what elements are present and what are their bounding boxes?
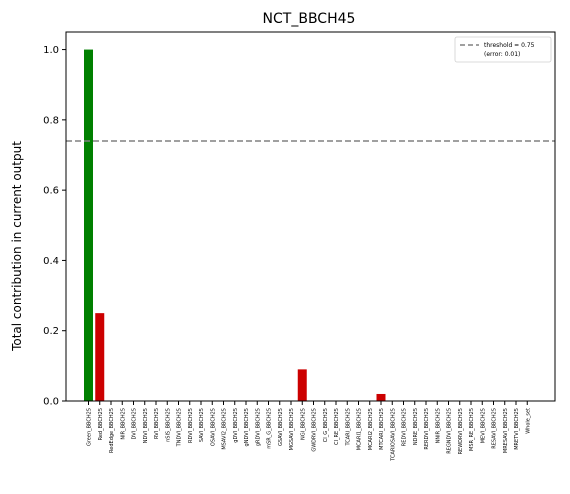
legend: threshold = 0.75 (error: 0.01) <box>454 36 552 63</box>
x-tick-label: MTCARI_BBCH25 <box>379 408 385 450</box>
x-tick-label: MSAVI2_BBCH25 <box>222 408 228 450</box>
legend-box <box>454 36 552 63</box>
x-tick-label: CI_RE_BBCH25 <box>334 408 340 445</box>
x-tick-label: NDVI_BBCH25 <box>143 408 149 443</box>
x-tick-label: DVI_BBCH25 <box>132 408 138 440</box>
x-tick-label: REGNDVI_BBCH25 <box>447 408 453 454</box>
x-tick-label: RESAVI_BBCH25 <box>492 408 498 449</box>
x-axis: Green_BBCH25 Red_BBCH25 RedEdge_BBCH25 NIR_… <box>87 401 531 462</box>
x-tick-label: NGI_BBCH25 <box>300 408 306 440</box>
x-tick-label: TCARIOSAVI_BBCH25 <box>390 408 396 462</box>
x-tick-label: MRETVI_BBCH25 <box>514 408 520 450</box>
x-tick-label: MSR_RE_BBCH25 <box>469 408 475 451</box>
x-tick-label: GWDRVI_BBCH25 <box>312 408 318 452</box>
x-tick-label: SAVI_BBCH25 <box>199 408 205 442</box>
y-tick-label: 1.0 <box>43 45 59 56</box>
x-tick-label: gNDVI_BBCH25 <box>244 408 250 446</box>
y-axis-label: Total contribution in current output <box>10 141 24 352</box>
chart-title: NCT_BBCH45 <box>263 11 356 27</box>
bar-MTCARI_BBCH25 <box>376 393 386 401</box>
x-tick-label: NNIR_BBCH25 <box>435 408 441 443</box>
legend-threshold-label: threshold = 0.75 <box>484 42 535 49</box>
x-tick-label: NIR_BBCH25 <box>120 408 126 440</box>
x-tick-label: REWDRVI_BBCH25 <box>458 408 464 454</box>
x-tick-label: nSIS_BBCH25 <box>165 408 171 442</box>
x-tick-label: gDVI_BBCH25 <box>233 408 239 443</box>
x-tick-label: NDRE_BBCH25 <box>413 408 419 445</box>
y-tick-label: 0.8 <box>43 115 59 126</box>
x-tick-label: gRDVI_BBCH25 <box>255 408 261 446</box>
x-tick-label: RedEdge_BBCH25 <box>109 408 115 453</box>
x-tick-label: MCARI2_BBCH25 <box>368 408 374 450</box>
x-tick-label: CI_G_BBCH25 <box>323 408 329 442</box>
x-tick-label: Green_BBCH25 <box>87 408 93 446</box>
x-tick-label: Red_BBCH25 <box>98 408 104 440</box>
x-tick-label: GSAVI_BBCH25 <box>278 408 284 446</box>
bar-NGI_BBCH25 <box>297 369 307 401</box>
bars-layer <box>84 49 386 401</box>
x-tick-label: MCARI1_BBCH25 <box>357 408 363 450</box>
x-tick-label: MEVI_BBCH25 <box>480 408 486 443</box>
x-tick-label: RDVI_BBCH25 <box>188 408 194 443</box>
y-axis: 0.0 0.2 0.4 0.6 0.8 1.0 <box>43 45 66 408</box>
plot-frame <box>65 31 556 402</box>
x-tick-label: RVI_BBCH25 <box>154 408 160 439</box>
x-tick-label: TNDVI_BBCH25 <box>177 408 183 447</box>
y-tick-label: 0.2 <box>43 326 59 337</box>
x-tick-label: MGSAVI_BBCH25 <box>289 408 295 450</box>
x-tick-label: MRESAVI_BBCH25 <box>503 408 509 453</box>
y-tick-label: 0.4 <box>43 256 59 267</box>
x-tick-label: RERDVI_BBCH25 <box>424 408 430 450</box>
x-tick-label: mSR_G_BBCH25 <box>267 408 273 449</box>
y-tick-label: 0.6 <box>43 186 59 197</box>
legend-threshold-error: (error: 0.01) <box>484 51 520 58</box>
bar-Red_BBCH25 <box>95 313 105 401</box>
x-tick-label: OSAVI_BBCH25 <box>210 408 216 446</box>
x-tick-label: Whole_set <box>525 408 531 434</box>
y-tick-label: 0.0 <box>43 397 59 408</box>
bar-Green_BBCH25 <box>84 49 93 401</box>
x-tick-label: REDVI_BBCH25 <box>402 408 408 446</box>
x-tick-label: TCARI_BBCH25 <box>345 408 351 447</box>
